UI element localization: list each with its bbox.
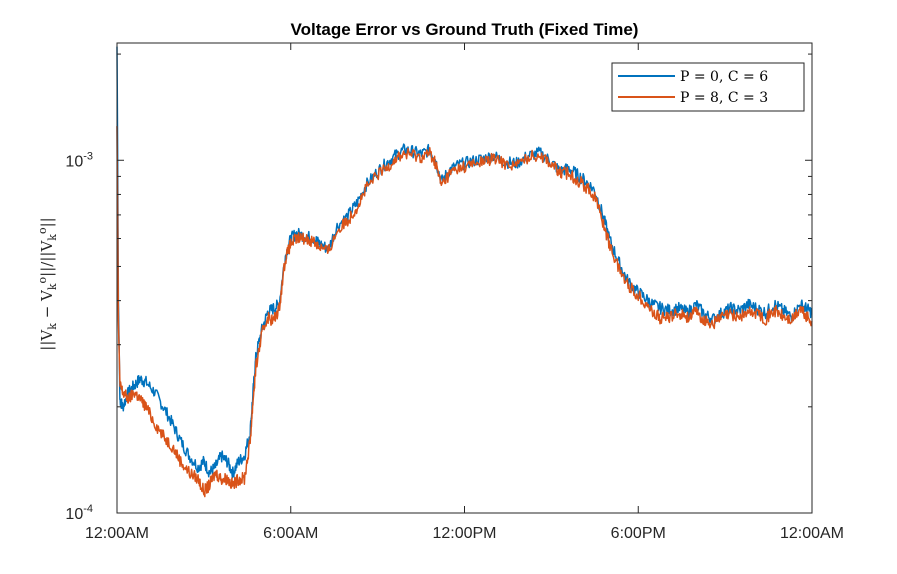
x-tick-label: 12:00PM [432, 525, 496, 542]
legend: P = 0, C = 6 P = 8, C = 3 [611, 62, 805, 112]
axes-box [116, 42, 813, 514]
x-tick-label: 12:00AM [780, 525, 844, 542]
legend-box [611, 62, 805, 112]
x-tick-label: 6:00AM [263, 525, 318, 542]
y-tick-label: 10-3 [65, 150, 93, 170]
chart-title: Voltage Error vs Ground Truth (Fixed Tim… [291, 20, 639, 39]
series-line-1 [116, 46, 813, 479]
y-tick-label: 10-4 [65, 503, 93, 523]
x-tick-label: 12:00AM [85, 525, 149, 542]
series-line-2 [116, 126, 813, 498]
y-axis-label: ||Vk − Vko||/||Vko|| [36, 217, 59, 350]
plot-lines [116, 46, 813, 498]
x-tick-label: 6:00PM [611, 525, 666, 542]
legend-label-2: P = 8, C = 3 [680, 90, 768, 106]
axis-ticks: 12:00AM 6:00AM 12:00PM 6:00PM 12:00AM 10-4 10-… [65, 43, 844, 542]
legend-label-1: P = 0, C = 6 [680, 69, 768, 85]
